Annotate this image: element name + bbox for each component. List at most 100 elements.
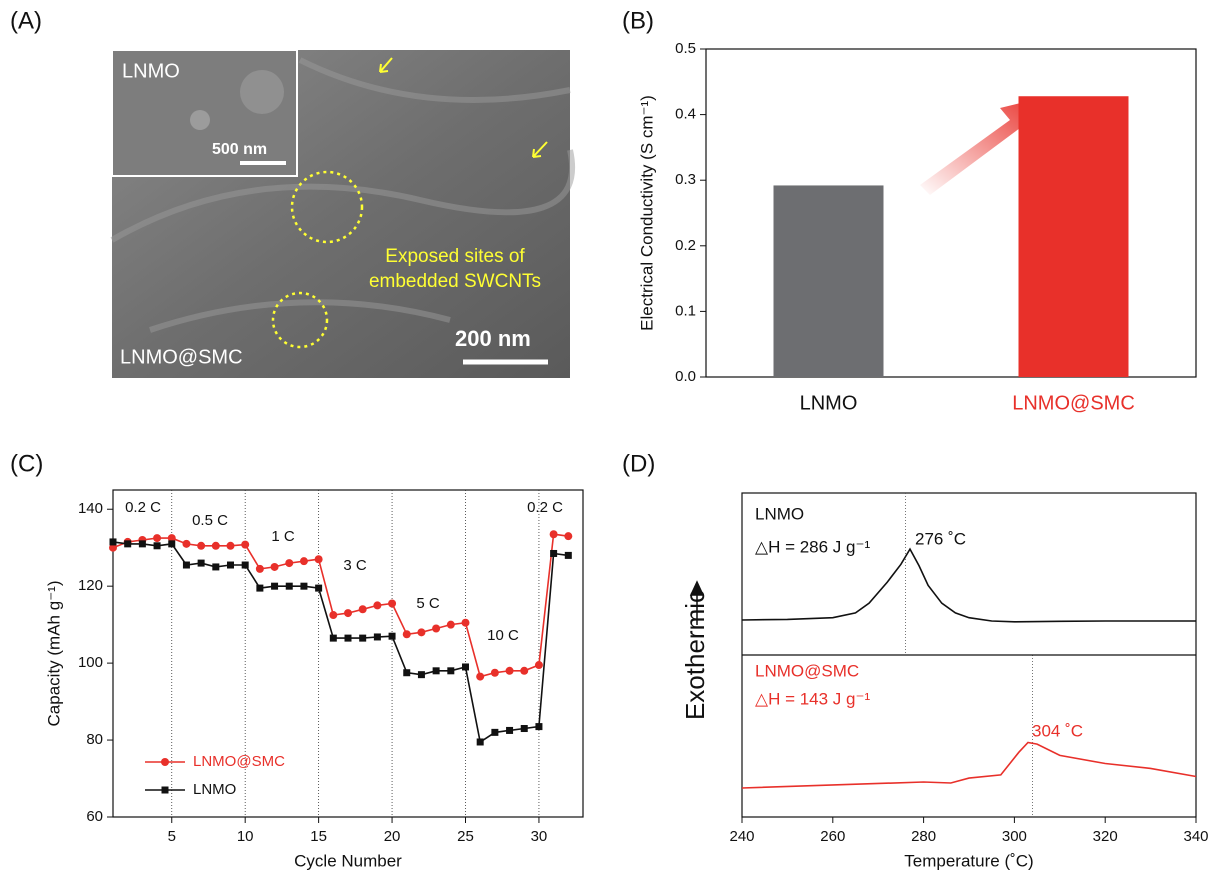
y-axis-label: Capacity (mAh g⁻¹)	[44, 581, 63, 727]
rate-label: 10 C	[487, 627, 519, 644]
y-tick-label: 0.1	[675, 302, 696, 319]
annotation: △H = 286 J g⁻¹	[755, 537, 870, 556]
panel-label: (C)	[10, 450, 43, 477]
point	[256, 584, 264, 592]
point	[417, 628, 426, 637]
inset-scale: 500 nm	[212, 141, 267, 158]
point	[182, 539, 191, 548]
image-label: LNMO@SMC	[120, 346, 243, 368]
y-axis-label: Exothermic	[680, 590, 710, 720]
point	[520, 666, 529, 675]
point	[491, 728, 499, 736]
point	[549, 530, 558, 539]
point	[109, 538, 117, 546]
plot-frame	[705, 48, 1197, 378]
point	[314, 555, 323, 564]
point	[329, 611, 338, 620]
point	[358, 605, 367, 614]
point	[359, 634, 367, 642]
annotation: embedded SWCNTs	[369, 271, 541, 292]
point	[432, 667, 440, 675]
point	[550, 549, 558, 557]
point	[124, 540, 132, 548]
panel-label: (B)	[622, 7, 654, 34]
point	[505, 666, 514, 675]
x-tick-label: 10	[237, 828, 254, 845]
rate-label: 3 C	[343, 557, 367, 574]
series-line	[741, 547, 1196, 623]
point	[300, 582, 308, 590]
point	[285, 582, 293, 590]
point	[535, 723, 543, 731]
plot-frame	[112, 489, 584, 818]
y-tick-label: 0.5	[675, 40, 696, 57]
y-tick-label: 80	[86, 731, 103, 748]
y-tick-label: 120	[78, 577, 103, 594]
series-line	[741, 741, 1197, 789]
legend-label: LNMO@SMC	[193, 753, 285, 770]
x-tick-label: 30	[531, 828, 548, 845]
x-axis-label: Cycle Number	[294, 851, 402, 870]
legend-marker	[161, 786, 169, 794]
annotation: 276 ˚C	[915, 529, 966, 548]
increase-arrow	[920, 97, 1045, 195]
point	[211, 541, 220, 550]
point	[182, 561, 190, 569]
highlight-circle	[290, 170, 364, 244]
bar	[1018, 96, 1129, 378]
point	[447, 667, 455, 675]
x-tick-label: LNMO@SMC	[1012, 392, 1135, 414]
point	[315, 584, 323, 592]
point	[138, 540, 146, 548]
point	[432, 624, 441, 633]
y-arrow	[689, 580, 705, 625]
y-tick-label: 0.3	[675, 171, 696, 188]
point	[476, 672, 485, 681]
point	[344, 609, 352, 618]
annotation: Exposed sites of	[385, 246, 525, 267]
point	[417, 671, 425, 679]
y-tick-label: 100	[78, 654, 103, 671]
rate-label: 0.2 C	[527, 499, 563, 516]
point	[299, 557, 308, 566]
rate-label: 0.2 C	[125, 499, 161, 516]
legend-label: LNMO	[193, 781, 236, 798]
x-axis-label: Temperature (˚C)	[904, 851, 1033, 870]
point	[388, 632, 396, 640]
arrow	[379, 57, 548, 158]
sem-image: (A) LNMO 500 nm Exposed sites of embedde…	[10, 7, 576, 378]
annotation: △H = 143 J g⁻¹	[755, 689, 870, 708]
point	[506, 726, 514, 734]
point	[520, 725, 528, 733]
point	[373, 633, 381, 641]
bar	[773, 185, 884, 377]
x-tick-label: 15	[310, 828, 327, 845]
x-tick-label: 300	[1002, 828, 1027, 845]
y-axis-label: Electrical Conductivity (S cm⁻¹)	[637, 95, 656, 331]
point	[167, 534, 176, 543]
point	[153, 542, 161, 550]
y-tick-label: 140	[78, 500, 103, 517]
y-tick-label: 0.0	[675, 368, 696, 385]
point	[403, 669, 411, 677]
panel-label: (D)	[622, 450, 655, 477]
point	[271, 582, 279, 590]
annotation: LNMO	[755, 504, 804, 523]
rate-label: 5 C	[416, 595, 440, 612]
x-tick-label: LNMO	[800, 392, 858, 414]
point	[462, 663, 469, 671]
point	[476, 738, 484, 746]
point	[388, 599, 397, 608]
x-tick-label: 280	[911, 828, 936, 845]
legend-marker	[161, 758, 169, 766]
point	[373, 601, 382, 610]
point	[285, 559, 294, 568]
y-tick-label: 0.4	[675, 106, 696, 123]
point	[490, 668, 499, 677]
rate-label: 1 C	[271, 528, 295, 545]
texture	[240, 70, 284, 114]
point	[344, 634, 352, 642]
rate-label: 0.5 C	[192, 512, 228, 529]
point	[212, 563, 220, 571]
